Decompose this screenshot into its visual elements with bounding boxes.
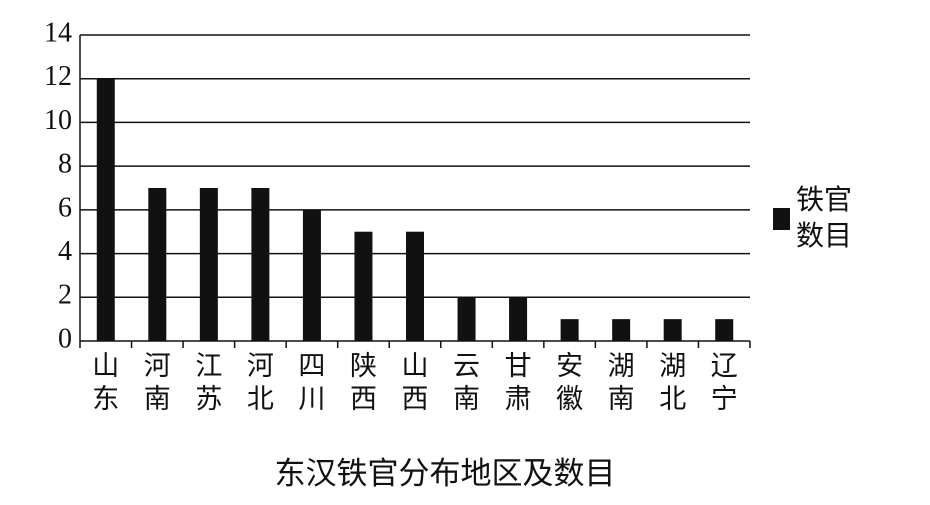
bar (715, 319, 734, 341)
y-tick-label: 14 (44, 17, 72, 48)
bar (199, 188, 218, 341)
y-tick-label: 0 (58, 323, 72, 354)
y-tick-label: 6 (58, 192, 72, 223)
bar (302, 209, 321, 341)
x-tick-label: 河南 (143, 351, 171, 415)
x-tick-label: 湖北 (659, 351, 687, 415)
x-tick-label: 陕西 (349, 351, 377, 415)
legend-swatch (773, 208, 790, 230)
x-tick-label: 河北 (246, 351, 274, 415)
x-tick-label: 江苏 (195, 351, 223, 415)
x-tick-label: 辽宁 (710, 351, 738, 415)
chart-title: 东汉铁官分布地区及数目 (274, 456, 616, 492)
bar (612, 319, 631, 341)
x-tick-label: 山东 (92, 351, 120, 415)
bar (406, 231, 424, 341)
y-tick-label: 10 (44, 105, 72, 136)
x-tick-label: 湖南 (607, 351, 635, 415)
bar (509, 297, 528, 341)
bar (96, 78, 115, 341)
x-tick-label: 甘肃 (504, 351, 532, 415)
y-tick-label: 12 (44, 61, 72, 92)
y-tick-label: 8 (58, 149, 72, 180)
bar (457, 297, 476, 341)
bar (251, 188, 270, 341)
x-tick-label: 四川 (298, 351, 326, 415)
bar (560, 319, 579, 341)
bar (354, 231, 373, 341)
x-tick-label: 安徽 (556, 351, 584, 415)
x-tick-label: 山西 (401, 351, 429, 415)
y-tick-label: 2 (58, 280, 72, 311)
y-tick-label: 4 (58, 236, 72, 267)
bar (148, 188, 167, 341)
x-tick-label: 云南 (453, 351, 481, 415)
legend-label: 铁官数目 (796, 183, 853, 252)
bar (663, 319, 682, 341)
